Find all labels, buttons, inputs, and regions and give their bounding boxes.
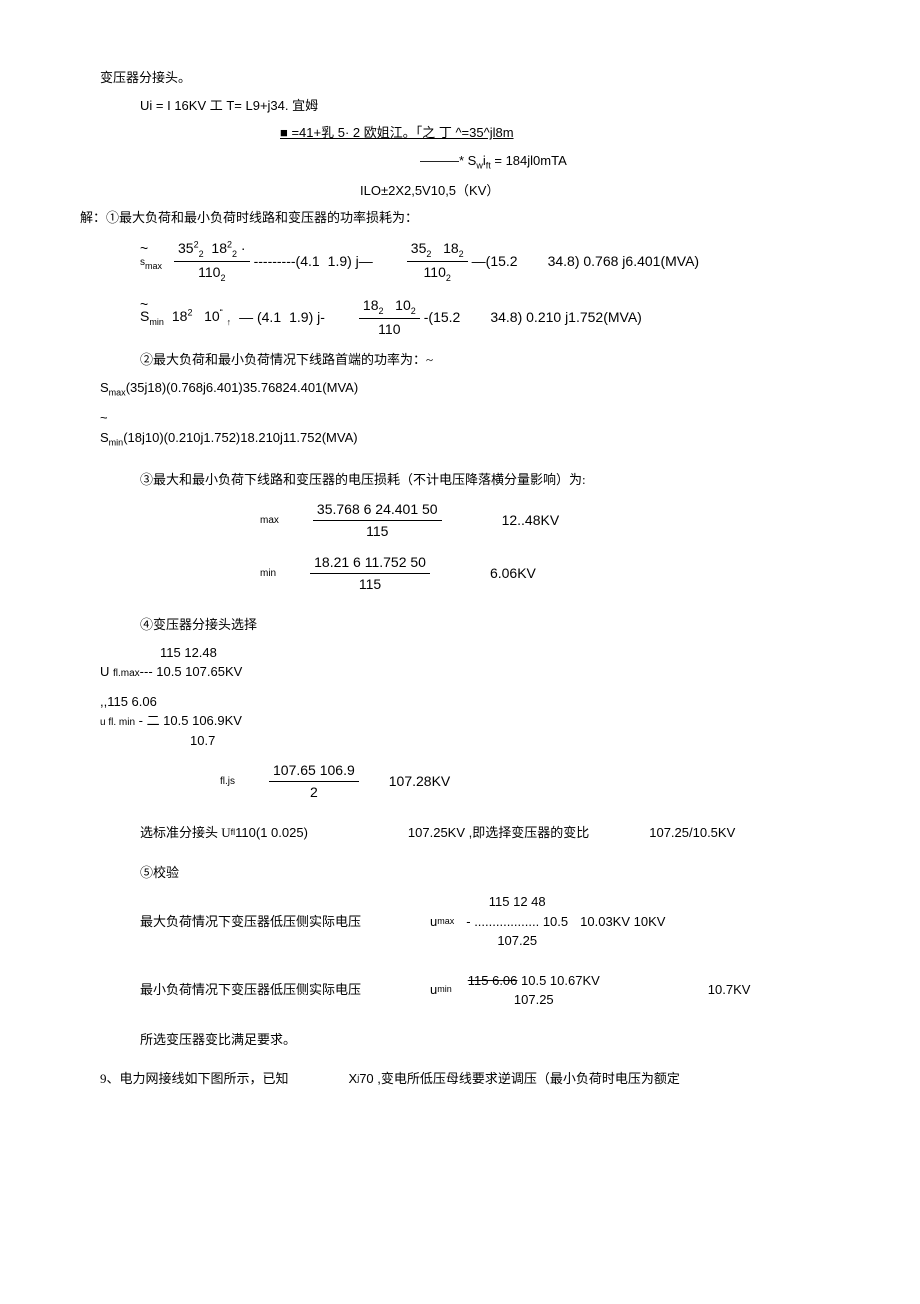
tap-header: 变压器分接头。 <box>80 68 840 88</box>
step4-uflmax: 115 12.48 U fl.max--- 10.5 107.65KV <box>80 643 840 682</box>
step4-title: ④变压器分接头选择 <box>80 615 840 635</box>
step4-select: 选标准分接头 U fl 110(1 0.025) 107.25KV ,即选择变压… <box>80 823 840 843</box>
step5-title: ⑤校验 <box>80 863 840 883</box>
smin-equation: ~ Smin 182 10“ ↑ — (4.1 1.9) j- 182 102 … <box>80 295 840 340</box>
given-underline: ■ =41+乳 5· 2 欧姐江。「之 丁 ^=35^jl8m <box>280 125 514 140</box>
given-line-3: ———* Swift = 184jl0mTA <box>80 151 840 173</box>
smax-equation: ~ smax 3522 1822 · 1102 ---------(4.1 1.… <box>80 238 840 286</box>
step3-max: max 35.768 6 24.401 50 115 12..48KV <box>80 499 840 542</box>
solution-intro: 解：①最大负荷和最小负荷时线路和变压器的功率损耗为： <box>80 208 840 228</box>
given-line-2: ■ =41+乳 5· 2 欧姐江。「之 丁 ^=35^jl8m <box>80 123 840 143</box>
step4-uflmin: ,,115 6.06 u fl. min - 二 10.5 106.9KV 10… <box>80 692 840 751</box>
step5-conclusion: 所选变压器变比满足要求。 <box>80 1030 840 1050</box>
step3-min: min 18.21 6 11.752 50 115 6.06KV <box>80 552 840 595</box>
step5-row2: 最小负荷情况下变压器低压侧实际电压 umin 115 6.06 10.5 10.… <box>80 971 840 1010</box>
question-9: 9、电力网接线如下图所示，已知 Xj 70 , 变电所低压母线要求逆调压（最小负… <box>80 1069 840 1089</box>
step3-title: ③最大和最小负荷下线路和变压器的电压损耗（不计电压降落横分量影响）为: <box>80 470 840 490</box>
given-line-4: ILO±2X2,5V10,5（KV） <box>80 181 840 201</box>
step2-eq2: ~ Smin(18j10)(0.210j1.752)18.210j11.752(… <box>80 408 840 450</box>
step5-row1: 最大负荷情况下变压器低压侧实际电压 u max 115 12 48 - ....… <box>80 892 840 951</box>
step4-fljs: fl.js 107.65 106.9 2 107.28KV <box>80 760 840 803</box>
step2-eq1: Smax(35j18)(0.768j6.401)35.76824.401(MVA… <box>80 378 840 400</box>
step2-title: ②最大负荷和最小负荷情况下线路首端的功率为：~ <box>80 350 840 370</box>
given-line-1: Ui = I 16KV 工 T= L9+j34. 宜姆 <box>80 96 840 116</box>
